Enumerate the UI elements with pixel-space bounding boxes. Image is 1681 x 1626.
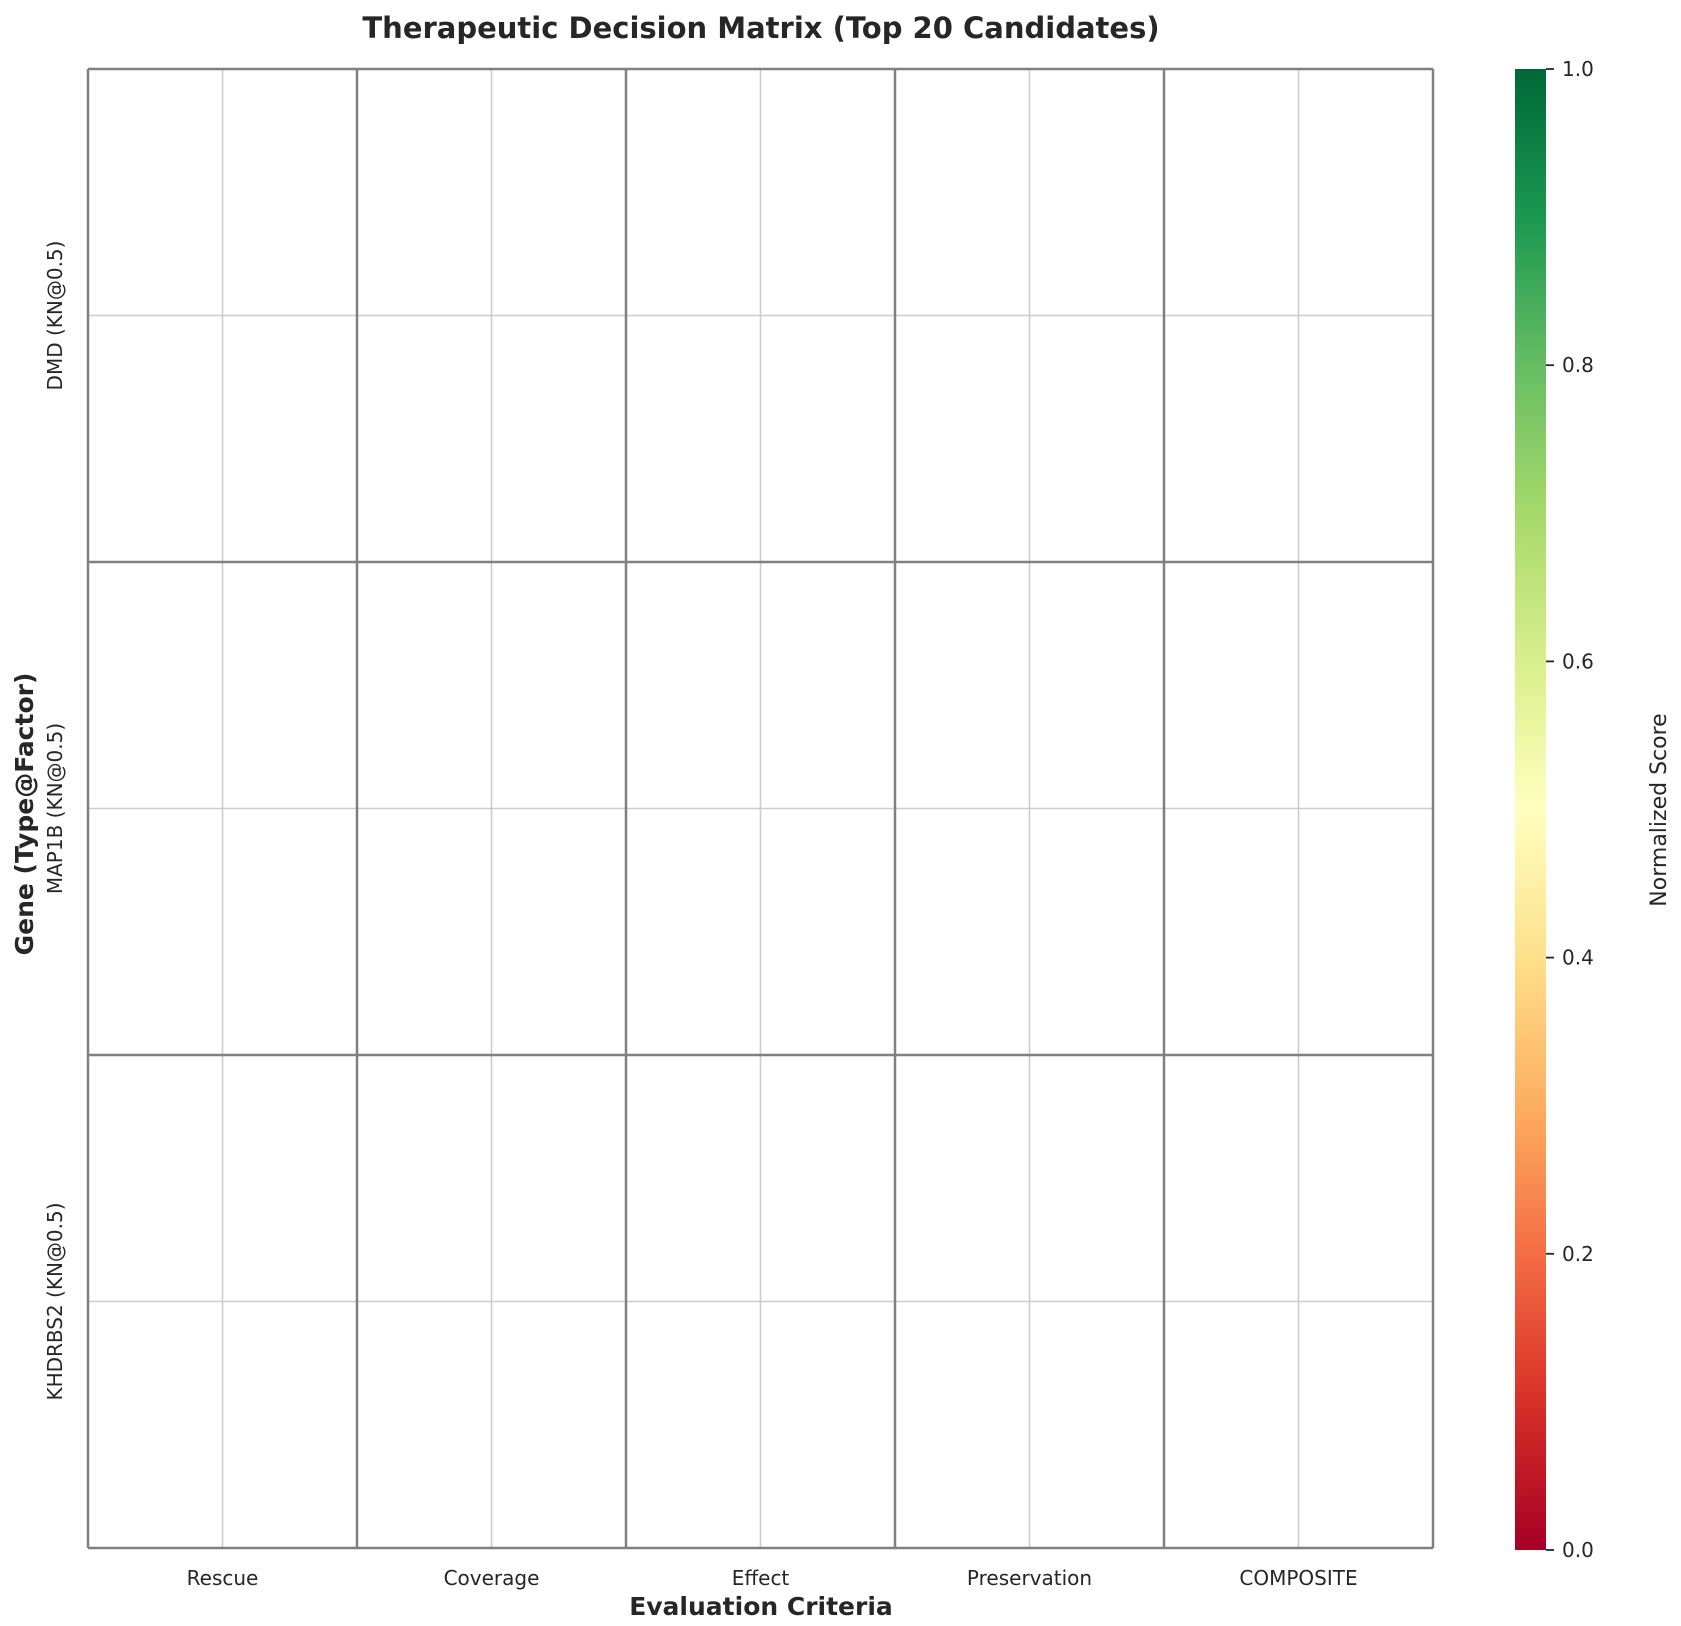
colorbar-tick-label: 0.4 bbox=[1562, 946, 1594, 970]
y-tick-label: MAP1B (KN@0.5) bbox=[43, 723, 67, 894]
colorbar-tick-label: 0.6 bbox=[1562, 649, 1594, 673]
x-tick-label: Preservation bbox=[967, 1566, 1092, 1590]
colorbar-gradient bbox=[1515, 69, 1546, 1550]
colorbar-tick-label: 0.8 bbox=[1562, 353, 1594, 377]
x-tick-label: Rescue bbox=[187, 1566, 259, 1590]
colorbar-tick-label: 0.0 bbox=[1562, 1538, 1594, 1562]
y-axis-title: Gene (Type@Factor) bbox=[10, 673, 39, 956]
colorbar-tick-label: 1.0 bbox=[1562, 57, 1594, 81]
y-tick-label: DMD (KN@0.5) bbox=[43, 241, 67, 391]
y-tick-labels: DMD (KN@0.5) MAP1B (KN@0.5) KHDRBS2 (KN@0.… bbox=[43, 241, 67, 1401]
x-tick-label: COMPOSITE bbox=[1239, 1566, 1357, 1590]
colorbar: 0.0 0.2 0.4 0.6 0.8 1.0 Normalized Score bbox=[1515, 57, 1672, 1562]
colorbar-tick-label: 0.2 bbox=[1562, 1242, 1594, 1266]
chart-title: Therapeutic Decision Matrix (Top 20 Cand… bbox=[362, 11, 1159, 45]
x-axis-title: Evaluation Criteria bbox=[629, 1592, 893, 1621]
x-tick-labels: Rescue Coverage Effect Preservation COMPOSIT… bbox=[187, 1566, 1358, 1590]
x-tick-label: Coverage bbox=[444, 1566, 540, 1590]
y-tick-label: KHDRBS2 (KN@0.5) bbox=[43, 1202, 67, 1400]
colorbar-ticks: 0.0 0.2 0.4 0.6 0.8 1.0 bbox=[1546, 57, 1594, 1562]
plot-area bbox=[86, 67, 1435, 1550]
x-tick-label: Effect bbox=[732, 1566, 790, 1590]
colorbar-label: Normalized Score bbox=[1647, 713, 1672, 906]
